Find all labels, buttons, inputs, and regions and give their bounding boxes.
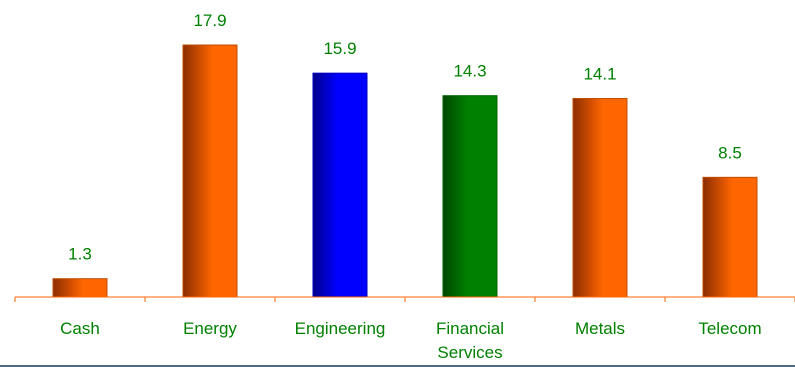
bar-telecom [702,176,758,298]
bar-metals [572,97,628,298]
category-label: Telecom [698,319,761,338]
category-labels-group: Cash Energy Engineering Financial Services Me… [60,319,762,362]
category-label: Services [437,343,502,362]
bar-cash [52,278,108,298]
category-label: Energy [183,319,237,338]
value-label: 15.9 [323,39,356,58]
bar-energy [182,44,238,298]
x-axis-ticks [14,297,795,302]
bar-financial-services [442,95,498,298]
category-label: Metals [575,319,625,338]
category-label: Financial [436,319,504,338]
category-label: Engineering [295,319,386,338]
category-label: Cash [60,319,100,338]
bottom-divider [0,365,795,367]
value-label: 14.3 [453,62,486,81]
bar-engineering [312,72,368,298]
value-label: 1.3 [68,245,92,264]
value-labels-group: 1.3 17.9 15.9 14.3 14.1 8.5 [68,11,742,264]
value-label: 17.9 [193,11,226,30]
bars-group [52,44,758,298]
value-label: 8.5 [718,143,742,162]
value-label: 14.1 [583,64,616,83]
